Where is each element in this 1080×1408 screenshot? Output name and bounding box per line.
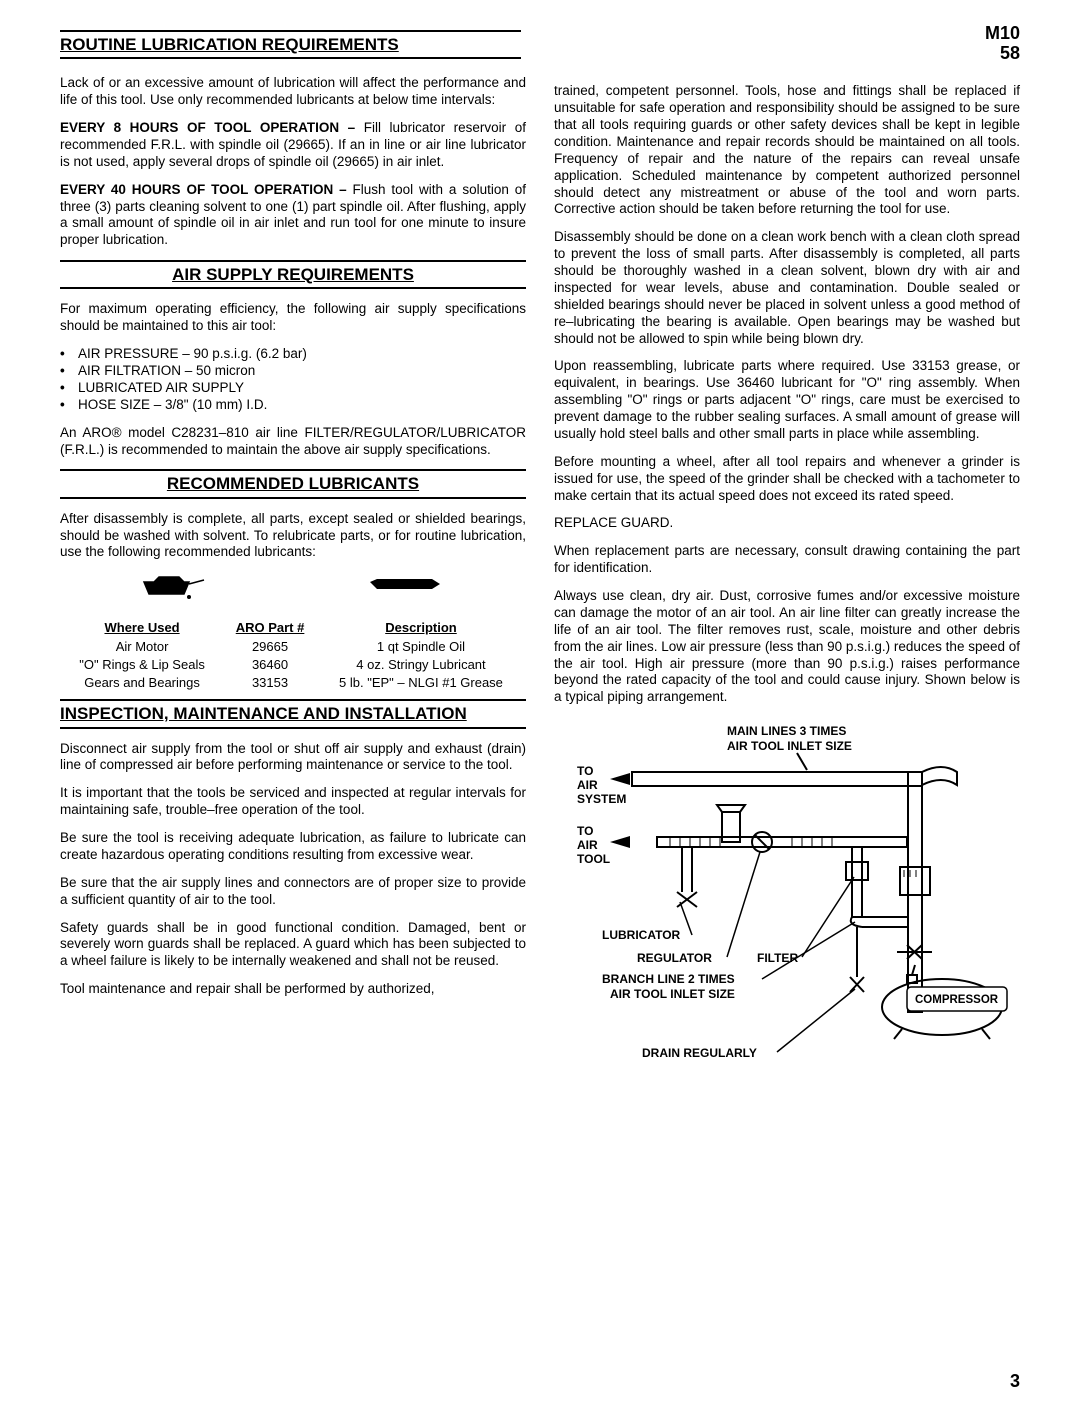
right-p6: Always use clean, dry air. Dust, corrosi… bbox=[554, 588, 1020, 706]
insp-p2: It is important that the tools be servic… bbox=[60, 785, 526, 819]
page-number: 3 bbox=[1010, 1370, 1020, 1393]
replace-guard: REPLACE GUARD. bbox=[554, 515, 1020, 532]
tube-icon bbox=[362, 572, 452, 602]
section-title-routine: ROUTINE LUBRICATION REQUIREMENTS bbox=[60, 30, 521, 59]
every8: EVERY 8 HOURS OF TOOL OPERATION – Fill l… bbox=[60, 120, 526, 171]
number: 58 bbox=[985, 44, 1020, 64]
right-p2: Disassembly should be done on a clean wo… bbox=[554, 229, 1020, 347]
lubricant-table: Where Used ARO Part # Description Air Mo… bbox=[60, 618, 526, 693]
table-cell: "O" Rings & Lip Seals bbox=[62, 657, 222, 673]
svg-text:TO: TO bbox=[577, 764, 593, 778]
table-cell: 5 lb. "EP" – NLGI #1 Grease bbox=[318, 675, 524, 691]
svg-text:BRANCH LINE 2 TIMES: BRANCH LINE 2 TIMES bbox=[602, 972, 735, 986]
table-cell: 1 qt Spindle Oil bbox=[318, 639, 524, 655]
lub-header: Where Used bbox=[62, 620, 222, 636]
list-item: AIR FILTRATION – 50 micron bbox=[60, 363, 526, 380]
insp-p5: Safety guards shall be in good functiona… bbox=[60, 920, 526, 971]
code: M10 bbox=[985, 24, 1020, 44]
right-p4: Before mounting a wheel, after all tool … bbox=[554, 454, 1020, 505]
table-cell: 29665 bbox=[224, 639, 316, 655]
table-cell: 4 oz. Stringy Lubricant bbox=[318, 657, 524, 673]
right-p3: Upon reassembling, lubricate parts where… bbox=[554, 358, 1020, 442]
svg-text:AIR: AIR bbox=[577, 838, 598, 852]
every8-lead: EVERY 8 HOURS OF TOOL OPERATION – bbox=[60, 120, 355, 135]
section-title-inspection: INSPECTION, MAINTENANCE AND INSTALLATION bbox=[60, 699, 526, 728]
insp-p1: Disconnect air supply from the tool or s… bbox=[60, 741, 526, 775]
lub-header: ARO Part # bbox=[224, 620, 316, 636]
intro-text: Lack of or an excessive amount of lubric… bbox=[60, 75, 526, 109]
header-code: M10 58 bbox=[985, 24, 1020, 64]
svg-text:REGULATOR: REGULATOR bbox=[637, 951, 712, 965]
air-note: An ARO® model C28231–810 air line FILTER… bbox=[60, 425, 526, 459]
insp-p3: Be sure the tool is receiving adequate l… bbox=[60, 830, 526, 864]
list-item: HOSE SIZE – 3/8" (10 mm) I.D. bbox=[60, 397, 526, 414]
insp-p4: Be sure that the air supply lines and co… bbox=[60, 875, 526, 909]
svg-text:TO: TO bbox=[577, 824, 593, 838]
left-column: Lack of or an excessive amount of lubric… bbox=[60, 75, 526, 1077]
svg-text:TOOL: TOOL bbox=[577, 852, 610, 866]
section-title-air: AIR SUPPLY REQUIREMENTS bbox=[60, 260, 526, 289]
list-item: LUBRICATED AIR SUPPLY bbox=[60, 380, 526, 397]
table-cell: Air Motor bbox=[62, 639, 222, 655]
oil-can-icon bbox=[134, 572, 214, 602]
insp-p6: Tool maintenance and repair shall be per… bbox=[60, 981, 526, 998]
every40-lead: EVERY 40 HOURS OF TOOL OPERATION – bbox=[60, 182, 347, 197]
svg-text:COMPRESSOR: COMPRESSOR bbox=[915, 994, 999, 1006]
lubricant-icons bbox=[60, 572, 526, 602]
piping-diagram: MAIN LINES 3 TIMES AIR TOOL INLET SIZE T… bbox=[554, 717, 1020, 1077]
every40: EVERY 40 HOURS OF TOOL OPERATION – Flush… bbox=[60, 182, 526, 250]
lub-intro: After disassembly is complete, all parts… bbox=[60, 511, 526, 562]
diagram-label: AIR TOOL INLET SIZE bbox=[727, 739, 852, 753]
svg-text:SYSTEM: SYSTEM bbox=[577, 792, 626, 806]
table-cell: Gears and Bearings bbox=[62, 675, 222, 691]
table-cell: 33153 bbox=[224, 675, 316, 691]
svg-text:DRAIN REGULARLY: DRAIN REGULARLY bbox=[642, 1046, 757, 1060]
air-list: AIR PRESSURE – 90 p.s.i.g. (6.2 bar) AIR… bbox=[60, 346, 526, 414]
right-column: trained, competent personnel. Tools, hos… bbox=[554, 75, 1020, 1077]
section-title-lubricants: RECOMMENDED LUBRICANTS bbox=[60, 469, 526, 498]
svg-text:LUBRICATOR: LUBRICATOR bbox=[602, 928, 681, 942]
svg-text:FILTER: FILTER bbox=[757, 951, 798, 965]
svg-text:AIR TOOL INLET SIZE: AIR TOOL INLET SIZE bbox=[610, 987, 735, 1001]
svg-text:AIR: AIR bbox=[577, 778, 598, 792]
right-p5: When replacement parts are necessary, co… bbox=[554, 543, 1020, 577]
list-item: AIR PRESSURE – 90 p.s.i.g. (6.2 bar) bbox=[60, 346, 526, 363]
right-p1: trained, competent personnel. Tools, hos… bbox=[554, 83, 1020, 218]
lub-header: Description bbox=[318, 620, 524, 636]
diagram-label: MAIN LINES 3 TIMES bbox=[727, 724, 846, 738]
air-intro: For maximum operating efficiency, the fo… bbox=[60, 301, 526, 335]
table-cell: 36460 bbox=[224, 657, 316, 673]
